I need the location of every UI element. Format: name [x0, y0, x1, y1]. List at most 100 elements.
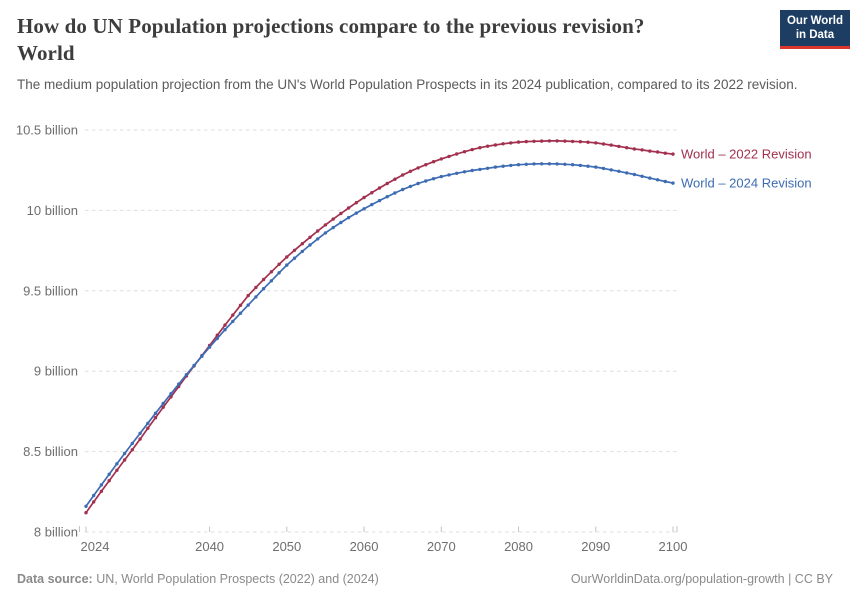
- series-point: [470, 168, 474, 173]
- series-end-label[interactable]: World – 2024 Revision: [681, 176, 812, 191]
- series-point: [300, 249, 304, 254]
- series-point: [122, 451, 127, 456]
- series-point: [609, 168, 613, 172]
- series-point: [447, 154, 451, 159]
- series-point: [408, 184, 413, 189]
- series-point: [570, 163, 575, 167]
- series-point: [447, 173, 451, 177]
- series-point: [146, 426, 150, 430]
- series-point: [246, 303, 250, 307]
- series-point: [547, 139, 552, 143]
- series-point: [261, 277, 266, 282]
- series-point: [285, 255, 289, 259]
- series-point: [555, 162, 559, 166]
- series-point: [655, 150, 660, 154]
- series-point: [370, 202, 374, 207]
- series-point: [524, 162, 528, 166]
- series-point: [431, 177, 436, 181]
- series-point: [269, 279, 274, 283]
- series-point: [339, 211, 343, 216]
- x-axis-tick-label: 2090: [581, 539, 610, 554]
- series-point: [663, 151, 667, 155]
- series-point: [138, 437, 142, 441]
- series-point: [223, 328, 227, 332]
- series-point: [401, 173, 405, 177]
- series-point: [586, 140, 590, 144]
- series-point: [269, 270, 274, 274]
- series-point: [594, 141, 598, 145]
- series-line[interactable]: [85, 162, 674, 508]
- series-point: [146, 421, 150, 425]
- series-point: [509, 163, 513, 168]
- series-point: [563, 162, 567, 166]
- series-point: [138, 431, 142, 435]
- x-axis-tick-label: 2060: [350, 539, 379, 554]
- series-point: [671, 181, 675, 185]
- series-point: [254, 285, 258, 290]
- series-end-label[interactable]: World – 2022 Revision: [681, 147, 812, 162]
- y-axis-tick-label: 9 billion: [34, 364, 78, 379]
- series-point: [107, 479, 111, 483]
- series-point: [231, 313, 235, 317]
- series-point: [401, 187, 405, 192]
- series-point: [339, 220, 343, 225]
- series-point: [254, 295, 258, 299]
- series-point: [393, 177, 397, 181]
- series-point: [346, 215, 351, 220]
- series-point: [509, 141, 513, 145]
- series-point: [200, 354, 204, 358]
- y-axis-tick-label: 9.5 billion: [23, 283, 78, 298]
- series-point: [540, 139, 544, 143]
- series-point: [532, 162, 536, 166]
- series-point: [99, 489, 104, 493]
- series-point: [362, 195, 366, 200]
- series-point: [292, 248, 297, 252]
- series-point: [130, 441, 134, 446]
- series-point: [84, 504, 88, 508]
- x-axis-tick-label: 2040: [195, 539, 224, 554]
- series-point: [362, 207, 366, 211]
- series-point: [346, 206, 351, 210]
- series-point: [161, 401, 165, 406]
- series-point: [277, 262, 281, 266]
- footer: Data source: UN, World Population Prospe…: [17, 572, 833, 587]
- series-point: [648, 176, 652, 180]
- series-point: [285, 263, 289, 267]
- series-point: [261, 287, 266, 291]
- series-point: [331, 217, 335, 221]
- y-axis-tick-label: 8.5 billion: [23, 444, 78, 459]
- series-point: [524, 139, 528, 144]
- series-point: [238, 311, 243, 315]
- series-point: [625, 171, 629, 175]
- series-point: [153, 416, 158, 420]
- series-point: [115, 462, 119, 466]
- series-point: [563, 139, 567, 143]
- series-point: [277, 271, 281, 275]
- series-point: [161, 405, 165, 409]
- series-point: [632, 172, 637, 177]
- series-line[interactable]: [85, 140, 674, 514]
- series-point: [107, 472, 111, 476]
- series-point: [578, 163, 582, 168]
- series-point: [431, 160, 436, 164]
- title-line-2: World: [17, 41, 75, 65]
- series-point: [316, 229, 320, 233]
- series-point: [292, 256, 297, 260]
- y-axis-tick-label: 10 billion: [27, 203, 78, 218]
- owid-url-license[interactable]: OurWorldinData.org/population-growth | C…: [570, 572, 833, 586]
- series-point: [177, 382, 181, 386]
- series-point: [439, 174, 443, 179]
- series-point: [601, 142, 606, 146]
- x-axis-tick-label: 2070: [427, 539, 456, 554]
- series-point: [555, 139, 559, 143]
- series-point: [455, 152, 459, 156]
- series-point: [323, 223, 328, 227]
- series-point: [215, 333, 219, 337]
- series-point: [462, 150, 467, 154]
- series-point: [655, 178, 660, 182]
- series-point: [92, 500, 96, 504]
- series-point: [377, 198, 382, 203]
- owid-logo: Our World in Data: [779, 10, 850, 49]
